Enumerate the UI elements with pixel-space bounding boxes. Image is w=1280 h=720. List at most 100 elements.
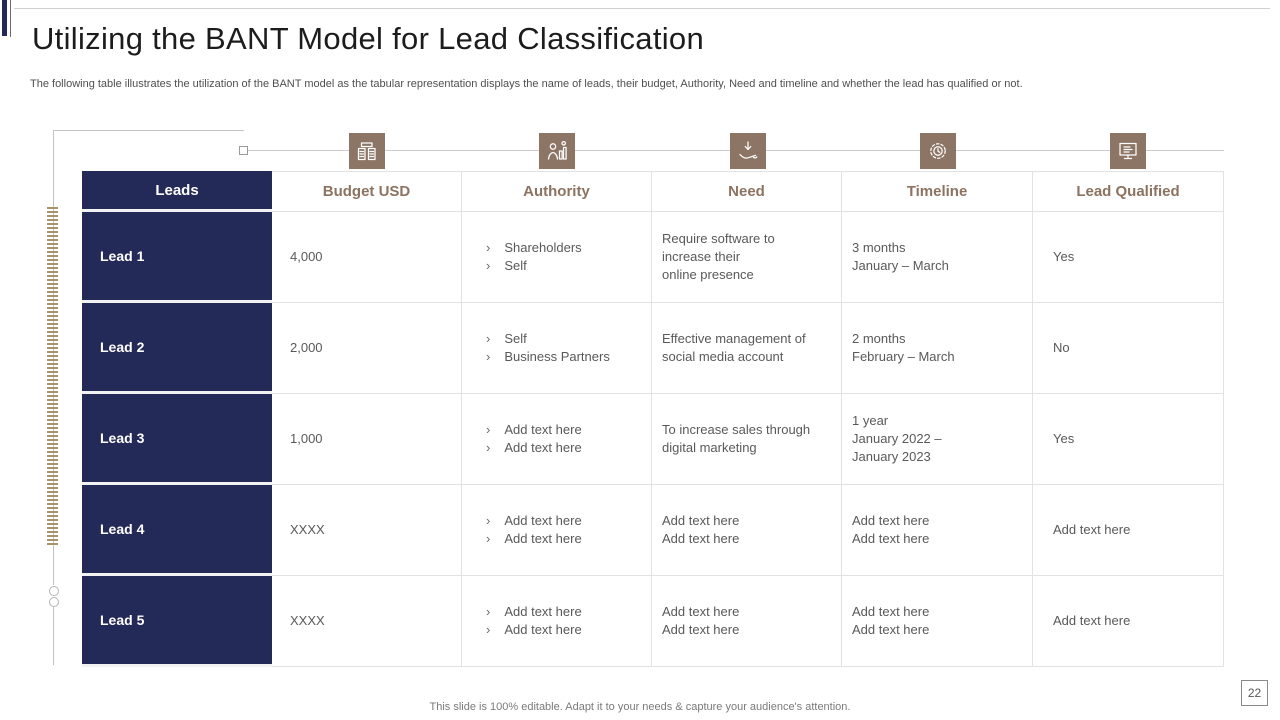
authority-cell: › Self › Business Partners <box>462 303 652 394</box>
authority-bullet-item: › Add text here <box>486 439 651 457</box>
authority-cell: › Add text here › Add text here <box>462 485 652 576</box>
authority-cell: › Add text here › Add text here <box>462 576 652 667</box>
cell-text-line: Add text here <box>662 531 740 546</box>
table-body: Lead 1 4,000 › Shareholders › Self Require … <box>82 212 1224 667</box>
timeline-cell: Add text here Add text here <box>842 485 1033 576</box>
cell-text-line: Add text here <box>662 622 740 637</box>
authority-cell: › Add text here › Add text here <box>462 394 652 485</box>
top-divider-line <box>14 8 1270 9</box>
chevron-bullet-icon: › <box>486 258 491 273</box>
table-row: Lead 3 1,000 › Add text here › Add text her… <box>82 394 1224 485</box>
table-row: Lead 1 4,000 › Shareholders › Self Require … <box>82 212 1224 303</box>
need-cell: Require software to increase their online … <box>652 212 842 303</box>
budget-cell: 4,000 <box>272 212 462 303</box>
page-title: Utilizing the BANT Model for Lead Classi… <box>32 21 705 56</box>
page-number-badge: 22 <box>1241 680 1268 706</box>
chevron-bullet-icon: › <box>486 349 491 364</box>
money-stacks-icon <box>349 133 385 169</box>
decorative-ring-bottom <box>49 597 59 607</box>
cell-text-line: social media account <box>662 349 784 364</box>
decorative-hatch-tape <box>47 207 58 545</box>
monitor-document-icon <box>1110 133 1146 169</box>
column-header-timeline: Timeline <box>842 171 1033 212</box>
chevron-bullet-icon: › <box>486 422 491 437</box>
table-row: Lead 2 2,000 › Self › Business Partners Eff… <box>82 303 1224 394</box>
authority-item-label: Self <box>504 331 527 346</box>
cell-text-line: Require software to <box>662 231 775 246</box>
authority-item-label: Business Partners <box>504 349 610 364</box>
authority-bullet-item: › Add text here <box>486 603 651 621</box>
decorative-frame-top-line <box>53 130 244 131</box>
column-header-need: Need <box>652 171 842 212</box>
qualified-cell: Add text here <box>1033 485 1224 576</box>
decorative-ring-top <box>49 586 59 596</box>
authority-item-label: Add text here <box>504 604 582 619</box>
bant-table: Leads Budget USD Authority Need Timeline… <box>82 171 1224 667</box>
slide-description: The following table illustrates the util… <box>30 78 1023 90</box>
chevron-bullet-icon: › <box>486 331 491 346</box>
authority-bullet-item: › Self <box>486 330 651 348</box>
text-cursor-line <box>10 0 11 37</box>
qualified-cell: Yes <box>1033 212 1224 303</box>
lead-name-cell: Lead 2 <box>82 303 272 394</box>
budget-cell: 2,000 <box>272 303 462 394</box>
authority-bullet-item: › Business Partners <box>486 348 651 366</box>
cell-text-line: increase their <box>662 249 741 264</box>
cell-text-line: digital marketing <box>662 440 757 455</box>
cell-text-line: online presence <box>662 267 754 282</box>
authority-bullet-item: › Self <box>486 257 651 275</box>
budget-cell: XXXX <box>272 576 462 667</box>
need-cell: Add text here Add text here <box>652 576 842 667</box>
footer-note: This slide is 100% editable. Adapt it to… <box>429 701 851 713</box>
authority-item-label: Add text here <box>504 622 582 637</box>
chevron-bullet-icon: › <box>486 513 491 528</box>
qualified-cell: Yes <box>1033 394 1224 485</box>
cell-text-line: February – March <box>852 349 955 364</box>
cell-text-line: January 2022 – <box>852 431 942 446</box>
timeline-cell: 2 months February – March <box>842 303 1033 394</box>
cell-text-line: Add text here <box>662 513 740 528</box>
column-header-budget: Budget USD <box>272 171 462 212</box>
cell-text-line: January 2023 <box>852 449 931 464</box>
timeline-cell: 1 year January 2022 – January 2023 <box>842 394 1033 485</box>
chevron-bullet-icon: › <box>486 622 491 637</box>
page-number: 22 <box>1247 686 1262 700</box>
authority-bullet-item: › Add text here <box>486 530 651 548</box>
authority-bullet-item: › Shareholders <box>486 239 651 257</box>
need-cell: Effective management of social media acco… <box>652 303 842 394</box>
authority-item-label: Add text here <box>504 513 582 528</box>
table-row: Lead 5 XXXX › Add text here › Add text here… <box>82 576 1224 667</box>
cell-text-line: To increase sales through <box>662 422 811 437</box>
lead-name-cell: Lead 3 <box>82 394 272 485</box>
authority-item-label: Add text here <box>504 422 582 437</box>
cell-text-line: Add text here <box>852 622 930 637</box>
column-header-lead-qualified: Lead Qualified <box>1033 171 1224 212</box>
cell-text-line: Effective management of <box>662 331 806 346</box>
budget-cell: XXXX <box>272 485 462 576</box>
budget-cell: 1,000 <box>272 394 462 485</box>
authority-bullet-item: › Add text here <box>486 621 651 639</box>
cell-text-line: January – March <box>852 258 949 273</box>
chevron-bullet-icon: › <box>486 240 491 255</box>
decorative-square-handle <box>239 146 248 155</box>
column-header-authority: Authority <box>462 171 652 212</box>
authority-item-label: Add text here <box>504 440 582 455</box>
authority-item-label: Shareholders <box>504 240 582 255</box>
cell-text-line: Add text here <box>852 604 930 619</box>
gear-clock-icon <box>920 133 956 169</box>
lead-name-cell: Lead 4 <box>82 485 272 576</box>
lead-name-cell: Lead 1 <box>82 212 272 303</box>
text-cursor-bar <box>2 0 7 36</box>
chevron-bullet-icon: › <box>486 440 491 455</box>
authority-bullet-item: › Add text here <box>486 512 651 530</box>
table-header-row: Leads Budget USD Authority Need Timeline… <box>82 171 1224 212</box>
person-chart-icon <box>539 133 575 169</box>
timeline-cell: Add text here Add text here <box>842 576 1033 667</box>
chevron-bullet-icon: › <box>486 604 491 619</box>
cell-text-line: 1 year <box>852 413 889 428</box>
table-row: Lead 4 XXXX › Add text here › Add text here… <box>82 485 1224 576</box>
cell-text-line: Add text here <box>662 604 740 619</box>
need-cell: To increase sales through digital marketi… <box>652 394 842 485</box>
decorative-frame-left-line-lower <box>53 607 54 665</box>
need-cell: Add text here Add text here <box>652 485 842 576</box>
